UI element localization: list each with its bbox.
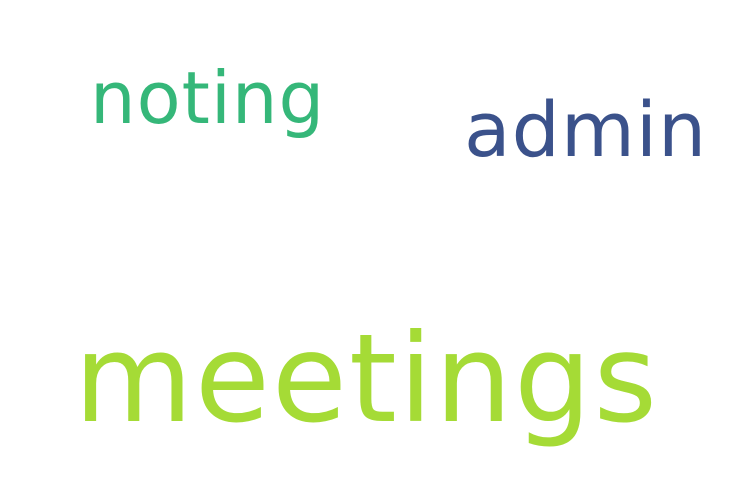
word-meetings: meetings xyxy=(74,308,660,450)
word-admin: admin xyxy=(464,85,708,174)
word-noting: noting xyxy=(90,56,326,140)
